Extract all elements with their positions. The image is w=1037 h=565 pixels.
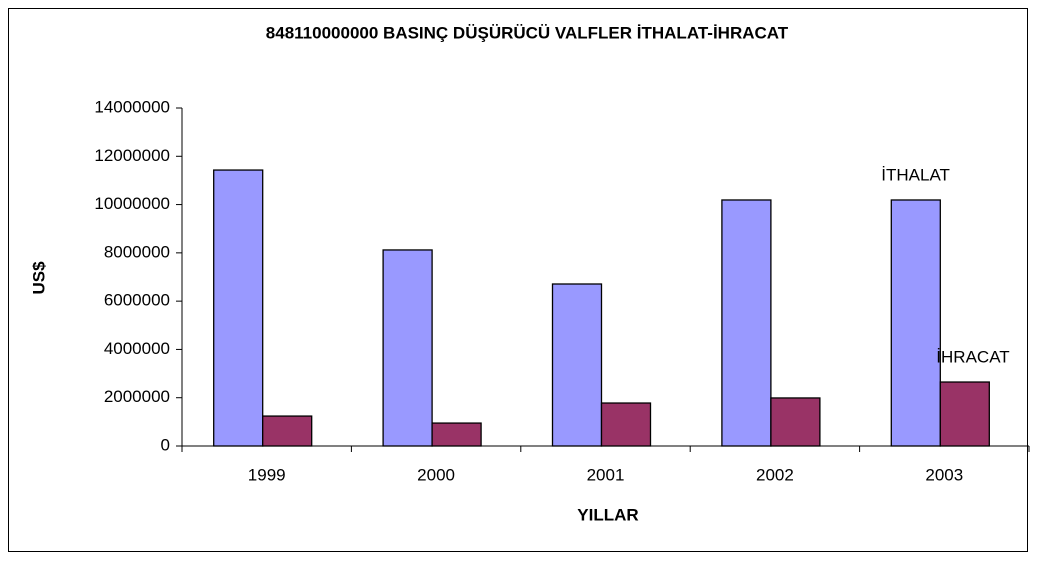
bar (770, 397, 821, 447)
bar (890, 199, 941, 447)
chart-title: 848110000000 BASINÇ DÜŞÜRÜCÜ VALFLER İTH… (266, 23, 789, 42)
chart-border (8, 8, 1028, 552)
y-tick-label: 14000000 (94, 97, 170, 116)
x-axis-title: YILLAR (577, 505, 638, 524)
bar (551, 283, 603, 447)
y-tick-label: 10000000 (94, 194, 170, 213)
bar (431, 422, 482, 447)
y-tick-label: 2000000 (104, 387, 170, 406)
y-tick-label: 0 (161, 435, 170, 454)
bar (382, 249, 433, 447)
x-tick-label: 2002 (756, 465, 794, 484)
y-tick-label: 4000000 (104, 339, 170, 358)
x-tick-label: 2001 (587, 465, 625, 484)
x-tick-label: 2000 (417, 465, 455, 484)
bar (213, 169, 264, 447)
series-label: İTHALAT (881, 165, 950, 184)
bar (262, 415, 313, 447)
y-tick-label: 12000000 (94, 146, 170, 165)
y-tick-label: 8000000 (104, 242, 170, 261)
x-tick-label: 1999 (248, 465, 286, 484)
bar (721, 199, 772, 447)
y-axis-title: US$ (29, 261, 48, 295)
y-tick-label: 6000000 (104, 291, 170, 310)
x-tick-label: 2003 (925, 465, 963, 484)
series-label: İHRACAT (936, 348, 1009, 367)
bar (939, 381, 990, 447)
bar (600, 402, 652, 447)
